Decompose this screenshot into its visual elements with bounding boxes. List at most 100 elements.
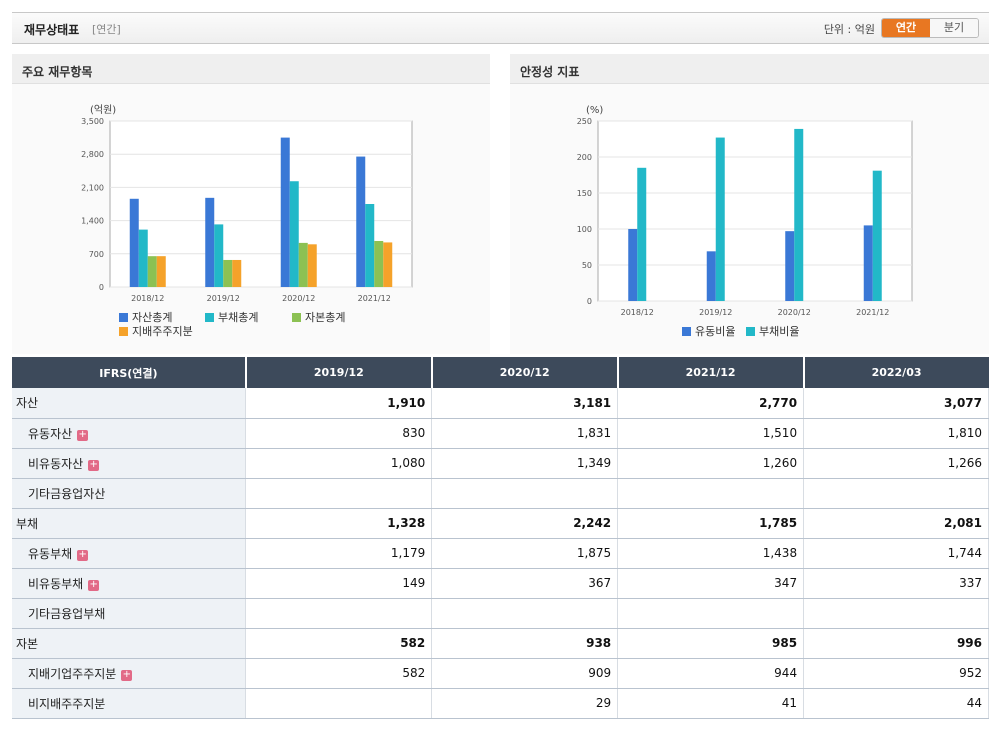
value-cell: 1,785 xyxy=(617,508,805,539)
value-cell: 2,081 xyxy=(803,508,989,539)
row-label[interactable]: 유동부채 + xyxy=(12,538,247,569)
table-row: 비유동부채 +149 367 347 337 xyxy=(12,568,989,599)
row-label-text: 비유동부채 xyxy=(28,576,84,591)
value-cell: 337 xyxy=(803,568,989,599)
value-cell xyxy=(617,478,805,509)
table-row: 비지배주주지분 29 41 44 xyxy=(12,688,989,719)
value-cell xyxy=(431,478,619,509)
value-cell: 41 xyxy=(617,688,805,719)
legend-swatch xyxy=(292,313,301,322)
value-cell: 582 xyxy=(245,658,433,689)
y-tick-label: 1,400 xyxy=(81,217,104,226)
bar-자산총계 xyxy=(356,156,366,287)
table-row: 기타금융업자산 xyxy=(12,478,989,509)
balance-sheet-table: IFRS(연결) 2019/12 2020/12 2021/12 2022/03… xyxy=(12,357,989,719)
toggle-annual-button[interactable]: 연간 xyxy=(882,19,930,37)
period-subtitle: [연간] xyxy=(92,23,121,36)
key-items-panel-title: 주요 재무항목 xyxy=(12,54,490,84)
y-tick-label: 2,100 xyxy=(81,183,104,192)
key-items-chart: (억원)3,500 2,800 2,100 1,400 700 0 2018/12 2019/… xyxy=(81,104,413,338)
bar-자본총계 xyxy=(298,242,308,287)
value-cell: 1,438 xyxy=(617,538,805,569)
bar-자본총계 xyxy=(374,240,384,287)
value-cell: 3,077 xyxy=(803,388,989,419)
bar-지배주주지분 xyxy=(156,256,166,287)
value-cell: 1,260 xyxy=(617,448,805,479)
expand-plus-icon[interactable]: + xyxy=(77,548,89,561)
value-cell: 909 xyxy=(431,658,619,689)
y-tick-label: 250 xyxy=(577,117,592,126)
bar-자본총계 xyxy=(223,259,233,287)
value-cell: 996 xyxy=(803,628,989,659)
expand-plus-icon[interactable]: + xyxy=(121,668,133,681)
period-toggle[interactable]: 연간 분기 xyxy=(881,18,979,38)
row-label: 기타금융업자산 xyxy=(12,478,247,509)
toggle-quarter-button[interactable]: 분기 xyxy=(930,19,978,37)
section-title: 재무상태표 xyxy=(24,23,80,37)
legend-label: 유동비율 xyxy=(695,325,735,338)
value-cell xyxy=(617,598,805,629)
row-label[interactable]: 지배기업주주지분 + xyxy=(12,658,247,689)
y-tick-label: 50 xyxy=(582,261,592,270)
y-tick-label: 2,800 xyxy=(81,150,104,159)
value-cell: 29 xyxy=(431,688,619,719)
value-cell: 1,266 xyxy=(803,448,989,479)
x-tick-label: 2021/12 xyxy=(856,308,889,317)
value-cell: 944 xyxy=(617,658,805,689)
y-unit-label: (%) xyxy=(586,105,603,116)
expand-plus-icon[interactable]: + xyxy=(88,458,100,471)
value-cell: 3,181 xyxy=(431,388,619,419)
row-label-text: 유동부채 xyxy=(28,546,73,561)
table-row: 부채 1,328 2,242 1,785 2,081 xyxy=(12,508,989,539)
value-cell xyxy=(245,478,433,509)
value-cell: 1,349 xyxy=(431,448,619,479)
y-tick-label: 0 xyxy=(99,283,104,292)
value-cell: 1,080 xyxy=(245,448,433,479)
column-header: 2020/12 xyxy=(431,357,619,388)
row-label-text: 비지배주주지분 xyxy=(28,696,106,711)
table-row: 유동자산 +830 1,831 1,510 1,810 xyxy=(12,418,989,449)
row-label[interactable]: 유동자산 + xyxy=(12,418,247,449)
bar-부채총계 xyxy=(214,224,224,287)
y-unit-label: (억원) xyxy=(90,104,116,116)
value-cell: 1,328 xyxy=(245,508,433,539)
legend-label: 부채비율 xyxy=(759,325,799,338)
row-label: 부채 xyxy=(12,508,247,539)
y-tick-label: 100 xyxy=(577,225,592,234)
row-label[interactable]: 비유동부채 + xyxy=(12,568,247,599)
row-label[interactable]: 비유동자산 + xyxy=(12,448,247,479)
bar-부채비율 xyxy=(715,137,725,301)
y-tick-label: 150 xyxy=(577,189,592,198)
bar-자산총계 xyxy=(280,137,290,287)
stability-panel: 안정성 지표 (%) 250 200 150 100 50 0 2018/12 2019/12 2… xyxy=(510,54,989,354)
row-label: 자산 xyxy=(12,388,247,419)
row-label-text: 부채 xyxy=(16,516,39,531)
stability-chart: (%)250 200 150 100 50 0 2018/12 2019/12 2020/12 2… xyxy=(577,105,913,338)
y-tick-label: 200 xyxy=(577,153,592,162)
value-cell xyxy=(245,598,433,629)
x-tick-label: 2018/12 xyxy=(131,294,164,303)
x-tick-label: 2021/12 xyxy=(358,294,391,303)
legend-label: 지배주주지분 xyxy=(132,325,193,338)
row-label-text: 지배기업주주지분 xyxy=(28,666,117,681)
expand-plus-icon[interactable]: + xyxy=(88,578,100,591)
key-items-panel: 주요 재무항목 (억원) 3,500 2,800 2,100 1,400 700 0 2018… xyxy=(12,54,490,354)
column-header: 2019/12 xyxy=(245,357,433,388)
legend-swatch xyxy=(682,327,691,336)
legend-swatch xyxy=(205,313,214,322)
bar-부채비율 xyxy=(637,167,647,301)
value-cell: 985 xyxy=(617,628,805,659)
x-tick-label: 2019/12 xyxy=(207,294,240,303)
table-row: 비유동자산 +1,080 1,349 1,260 1,266 xyxy=(12,448,989,479)
y-tick-label: 0 xyxy=(587,297,592,306)
value-cell: 952 xyxy=(803,658,989,689)
value-cell: 2,770 xyxy=(617,388,805,419)
column-header: 2021/12 xyxy=(617,357,805,388)
y-tick-label: 700 xyxy=(89,250,104,259)
table-row: 지배기업주주지분 +582 909 944 952 xyxy=(12,658,989,689)
expand-plus-icon[interactable]: + xyxy=(77,428,89,441)
legend-swatch xyxy=(746,327,755,336)
bar-지배주주지분 xyxy=(232,259,242,287)
bar-자산총계 xyxy=(129,198,139,287)
stability-panel-title: 안정성 지표 xyxy=(510,54,989,84)
